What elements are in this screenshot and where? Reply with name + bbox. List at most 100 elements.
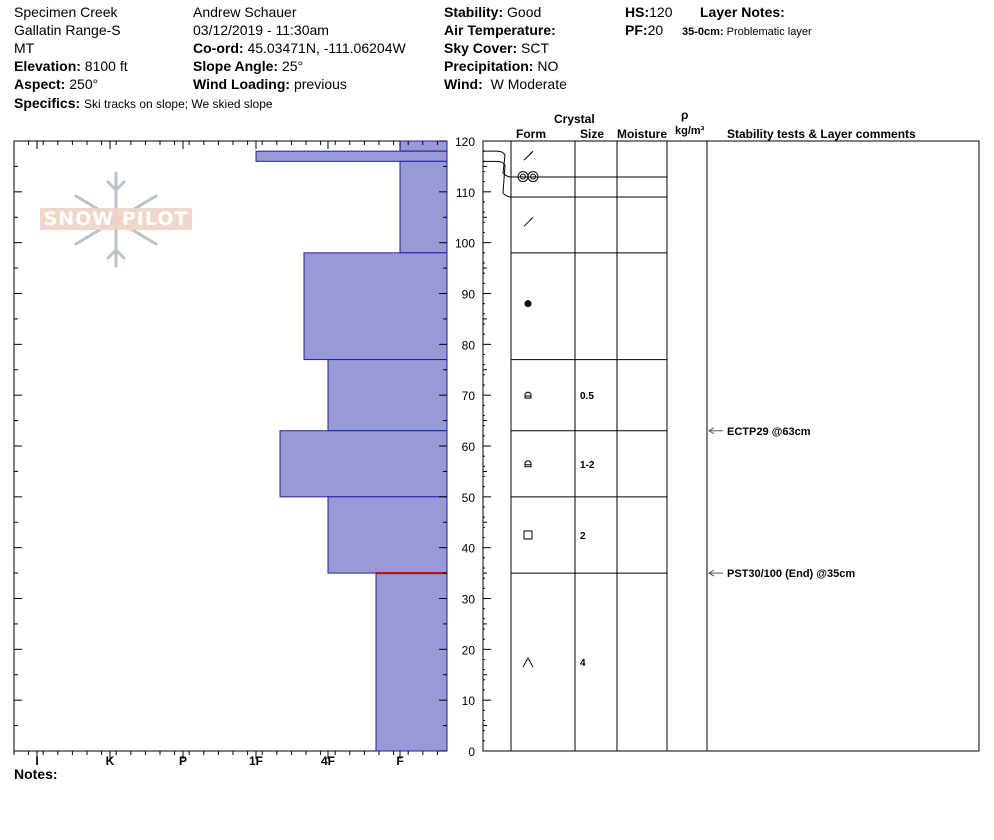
crystal-symbol-rounded <box>524 300 532 308</box>
depth-hoar-icon <box>522 657 534 668</box>
decomposing-icon-tick <box>529 150 534 155</box>
hardness-bar <box>327 496 448 574</box>
pf-value: 20 <box>647 22 664 38</box>
location: Specimen Creek <box>14 4 118 20</box>
x-tick-label: F <box>396 754 403 768</box>
elevation-value: 8100 ft <box>84 58 128 74</box>
x-tick-label: 1F <box>249 754 263 768</box>
wind: Wind: W Moderate <box>444 75 567 93</box>
crystal-size-label: 1-2 <box>580 460 595 471</box>
crystal-size-label: 4 <box>580 658 586 669</box>
observer: Andrew Schauer <box>193 4 297 20</box>
hardness-bar <box>399 140 448 152</box>
hs-value: 120 <box>649 4 673 20</box>
hardness-bar <box>255 150 448 162</box>
sky-value: SCT <box>521 40 550 56</box>
y-tick-label: 100 <box>455 237 475 251</box>
coordinates: Co-ord: 45.03471N, -111.06204W <box>193 39 406 57</box>
header-size: Size <box>580 127 605 141</box>
datetime: 03/12/2019 - 11:30am <box>193 22 329 38</box>
layer-note-range: 35-0cm: <box>682 26 724 38</box>
y-tick-label: 30 <box>462 593 476 607</box>
stability-test-label: PST30/100 (End) @35cm <box>727 568 855 580</box>
y-tick-label: 10 <box>462 694 476 708</box>
crystal-size-label: 2 <box>580 531 586 542</box>
cluster-icon-inner <box>520 173 526 180</box>
crystal-symbol-decomposing <box>523 216 534 227</box>
hs-label: HS: <box>625 4 650 20</box>
crystal-symbol-mixed <box>524 391 532 399</box>
x-tick-label: 4F <box>321 754 335 768</box>
header-density-unit: kg/m³ <box>675 125 705 137</box>
y-tick-label: 110 <box>456 186 475 200</box>
elevation: Elevation: 8100 ft <box>14 57 128 75</box>
x-tick-label: I <box>35 754 38 768</box>
stability: Stability: Good <box>444 3 541 21</box>
state: MT <box>14 40 35 56</box>
stability-label: Stability: <box>444 4 504 20</box>
snowflake-icon <box>40 171 192 268</box>
layer-note: 35-0cm: Problematic layer <box>682 23 812 41</box>
wind-loading-label: Wind Loading: <box>193 76 291 92</box>
cluster-icon-outer <box>527 171 539 183</box>
header-rho: ρ <box>681 108 689 122</box>
header-form: Form <box>516 127 546 141</box>
layer-leader-line <box>483 150 512 178</box>
test-arrow-head <box>708 569 715 577</box>
faceted-icon <box>523 530 533 540</box>
layer-table-frame <box>482 140 980 752</box>
aspect-label: Aspect: <box>14 76 66 92</box>
mixed-form-icon <box>524 391 532 399</box>
wind-loading-value: previous <box>293 76 347 92</box>
crystal-symbol-faceted <box>523 530 533 540</box>
y-tick-label: 80 <box>462 338 476 352</box>
notes-label: Notes: <box>14 766 58 782</box>
range: Gallatin Range-S <box>14 22 121 38</box>
precip-value: NO <box>537 58 559 74</box>
logo-text: SNOW PILOT <box>43 208 189 230</box>
crystal-symbol-mixed <box>524 460 532 468</box>
aspect-value: 250° <box>69 76 99 92</box>
snow-height: HS:120 <box>625 3 672 21</box>
hardness-bar <box>327 359 448 432</box>
rounded-grain-icon <box>524 300 532 308</box>
test-arrow-head <box>708 427 715 435</box>
y-tick-label: 0 <box>468 745 475 759</box>
header-moisture: Moisture <box>617 127 668 141</box>
slope-angle: Slope Angle: 25° <box>193 57 303 75</box>
crystal-symbol-depth-hoar <box>522 657 534 668</box>
crystal-size-label: 0.5 <box>580 391 594 402</box>
y-tick-label: 60 <box>462 440 476 454</box>
header-crystal: Crystal <box>554 112 595 126</box>
hardness-bar <box>279 430 448 498</box>
stability-test-label: ECTP29 @63cm <box>727 426 811 438</box>
layer-note-text: Problematic layer <box>726 26 812 38</box>
specifics: Specifics: Ski tracks on slope; We skied… <box>14 94 273 113</box>
wind-loading: Wind Loading: previous <box>193 75 347 93</box>
precip-label: Precipitation: <box>444 58 534 74</box>
pf-label: PF: <box>625 22 648 38</box>
specifics-label: Specifics: <box>14 95 81 111</box>
sky-cover: Sky Cover: SCT <box>444 39 549 57</box>
penetration-foot: PF:20 <box>625 21 663 39</box>
aspect: Aspect: 250° <box>14 75 98 93</box>
elevation-label: Elevation: <box>14 58 81 74</box>
precipitation: Precipitation: NO <box>444 57 558 75</box>
coord-value: 45.03471N, -111.06204W <box>247 40 406 56</box>
wind-value: W Moderate <box>490 76 567 92</box>
crystal-symbol-decomposing <box>523 150 534 161</box>
wind-label: Wind: <box>444 76 483 92</box>
y-tick-label: 70 <box>462 389 476 403</box>
slope-label: Slope Angle: <box>193 58 279 74</box>
coord-label: Co-ord: <box>193 40 244 56</box>
stability-value: Good <box>507 4 542 20</box>
y-tick-label: 20 <box>462 643 476 657</box>
y-tick-label: 90 <box>462 288 476 302</box>
crystal-symbol-rounded-clusters <box>517 171 539 183</box>
y-tick-label: 50 <box>462 491 476 505</box>
layer-notes-label: Layer Notes: <box>700 4 785 20</box>
mixed-form-icon <box>524 460 532 468</box>
sky-label: Sky Cover: <box>444 40 518 56</box>
cluster-icon-inner <box>530 173 536 180</box>
